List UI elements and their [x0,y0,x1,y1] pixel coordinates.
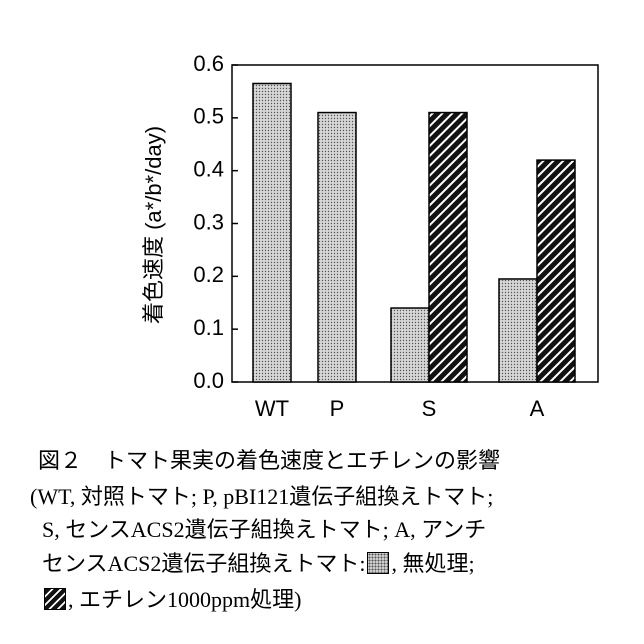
caption-text: 図２ トマト果実の着色速度とエチレンの影響 [38,448,501,473]
x-tick-label: WT [255,396,289,421]
x-tick-label: S [422,396,437,421]
caption-line: (WT, 対照トマト; P, pBI121遺伝子組換えトマト; [30,484,493,510]
bar [428,111,468,383]
x-tick-label: P [330,396,345,421]
caption-line: センスACS2遺伝子組換えトマト: , 無処理; [42,551,475,577]
y-tick-label: 0.5 [193,104,224,129]
y-tick-label: 0.2 [193,262,224,287]
caption-line: 図２ トマト果実の着色速度とエチレンの影響 [38,448,500,474]
bar [498,278,538,383]
y-tick-label: 0.0 [193,368,224,393]
bar [536,159,576,383]
chart: 着色速度 (a*/b*/day) 0.0 0.1 0.2 0.3 0.4 0.5 0.6 WT… [141,51,599,421]
legend-swatch [44,588,66,610]
y-tick-label: 0.3 [193,209,224,234]
y-tick-label: 0.6 [193,51,224,76]
y-tick-label: 0.1 [193,315,224,340]
caption-text: S, センスACS2遺伝子組換えトマト; A, アンチ [42,517,487,542]
caption-text: センスACS2遺伝子組換えトマト: [42,551,366,576]
caption-text: (WT, 対照トマト; P, pBI121遺伝子組換えトマト; [30,484,494,509]
y-axis-label: 着色速度 (a*/b*/day) [141,126,166,324]
legend-swatch [367,552,390,574]
y-tick-label: 0.4 [193,156,224,181]
caption-text: , エチレン1000ppm処理) [68,587,302,612]
caption-line: S, センスACS2遺伝子組換えトマト; A, アンチ [42,517,486,543]
caption-line: , エチレン1000ppm処理) [42,587,301,613]
bar [317,111,357,383]
x-tick-label: A [530,396,545,421]
bar [390,307,430,383]
caption-text: , 無処理; [391,551,475,576]
bar [252,82,292,383]
